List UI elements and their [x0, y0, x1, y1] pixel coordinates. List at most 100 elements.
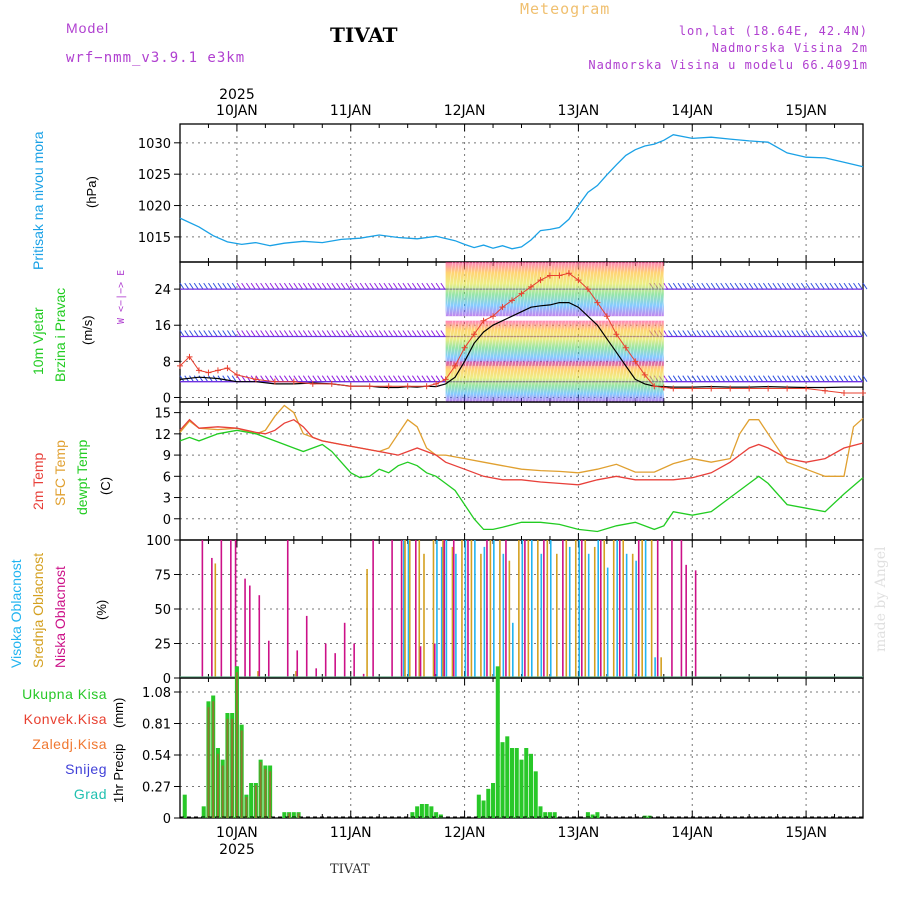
wind-hatch	[541, 261, 550, 317]
wind-barb	[411, 282, 417, 290]
wind-barb	[264, 330, 270, 337]
wind-hatch	[471, 361, 480, 403]
wind-panel: 0 8 16 24	[154, 261, 868, 406]
wind-gust-marker	[822, 387, 829, 394]
cloud-mid-bar	[574, 540, 577, 678]
wind-hatch	[641, 320, 649, 366]
cloud-low-bar	[362, 673, 365, 678]
cloud-low-bar	[694, 570, 697, 678]
wind-barb	[407, 282, 413, 290]
wind-gust-marker	[233, 371, 240, 378]
wind-barb	[805, 375, 811, 382]
wind-barb	[184, 282, 190, 290]
wind-gust-marker	[404, 383, 411, 390]
wind-barb	[245, 282, 251, 290]
wind-gust-marker	[556, 272, 563, 279]
wind-barb	[715, 375, 721, 382]
wind-barb	[227, 330, 232, 337]
wind-barb	[739, 375, 745, 382]
wind-barb	[416, 330, 422, 337]
wind-hatch	[511, 261, 520, 317]
wind-barb	[734, 375, 740, 382]
wind-barb	[302, 330, 308, 337]
wind-barb	[227, 282, 232, 290]
wind-gust-marker	[784, 385, 791, 392]
wind-gust-marker	[527, 283, 534, 290]
legend-total-rain: Ukupna Kisa	[22, 686, 107, 702]
wind-barb	[663, 375, 669, 382]
cloud-mid-bar	[442, 540, 444, 678]
precip-convective-bar	[264, 769, 267, 818]
wind-barb	[682, 330, 688, 337]
wind-barb	[838, 282, 844, 290]
wind-hatch	[621, 261, 629, 317]
wind-hatch	[627, 361, 636, 403]
cloud-low-bar	[211, 557, 213, 678]
cloud-mid-bar	[451, 546, 454, 678]
wind-barb	[810, 330, 816, 337]
wind-barb	[701, 375, 707, 382]
wind-barb	[208, 375, 213, 382]
wind-barb	[231, 330, 237, 337]
wind-gust-marker	[746, 385, 753, 392]
cloud-mid-bar	[603, 540, 606, 678]
wind-hatch	[608, 320, 616, 366]
wind-barb	[710, 282, 716, 290]
wind-barb	[758, 330, 764, 337]
top-day-label: 10JAN	[216, 103, 258, 119]
wind-hatch	[544, 261, 553, 317]
cloud-low-bar	[656, 540, 659, 678]
wind-barb	[677, 375, 683, 382]
wind-hatch	[505, 361, 513, 403]
wind-hatch	[604, 261, 613, 317]
y-tick-label: 1030	[138, 137, 171, 152]
wind-hatch	[591, 320, 599, 366]
wind-hatch	[641, 361, 649, 403]
wind-hatch	[588, 261, 596, 317]
wind-hatch	[508, 320, 516, 366]
top-day-label: 15JAN	[785, 103, 827, 119]
wind-gust-marker	[433, 380, 440, 387]
wind-barb	[307, 282, 313, 290]
wind-hatch	[634, 261, 643, 317]
cloud-mid-bar	[556, 553, 558, 678]
wind-barb	[416, 282, 422, 290]
wind-hatch	[511, 320, 520, 366]
y-tick-label: 9	[163, 449, 171, 464]
wind-barb	[710, 330, 716, 337]
wind-barb	[383, 330, 389, 337]
cloud-high-bar	[464, 540, 467, 678]
cloud-mid-bar	[461, 540, 463, 678]
cloud-low-bar	[324, 643, 327, 678]
wind-gust-marker	[195, 367, 202, 374]
legend-hail: Grad	[73, 786, 107, 802]
wind-barb	[359, 282, 365, 290]
wind-gust-marker	[509, 297, 516, 304]
wind-barb	[336, 282, 341, 290]
cloud-high-bar	[436, 540, 438, 678]
wind-hatch	[611, 361, 619, 403]
cloud-high-bar	[606, 567, 609, 678]
wind-hatch	[505, 320, 513, 366]
wind-gust-marker	[651, 383, 658, 390]
wind-hatch	[654, 261, 663, 317]
wind-hatch	[657, 361, 666, 403]
cloud-low-bar	[234, 540, 237, 678]
wind-barb	[729, 330, 735, 337]
wind-gust-marker	[565, 270, 572, 277]
y-tick-label: 6	[163, 470, 171, 485]
wind-barb	[369, 375, 375, 382]
wind-barb	[672, 375, 678, 382]
cloud-mid-bar	[480, 553, 482, 678]
wind-hatch	[631, 261, 639, 317]
cloud-high-bar	[549, 540, 552, 678]
wind-barb	[715, 282, 721, 290]
cloud-high-bar	[474, 540, 476, 678]
wind-gust-marker	[347, 383, 354, 390]
wind-gust-marker	[177, 362, 183, 369]
wind-hatch	[614, 261, 623, 317]
wind-barb	[729, 282, 735, 290]
wind-barb	[236, 375, 242, 382]
cloud-high-bar	[597, 540, 599, 678]
cloud-high-bar	[445, 540, 448, 678]
